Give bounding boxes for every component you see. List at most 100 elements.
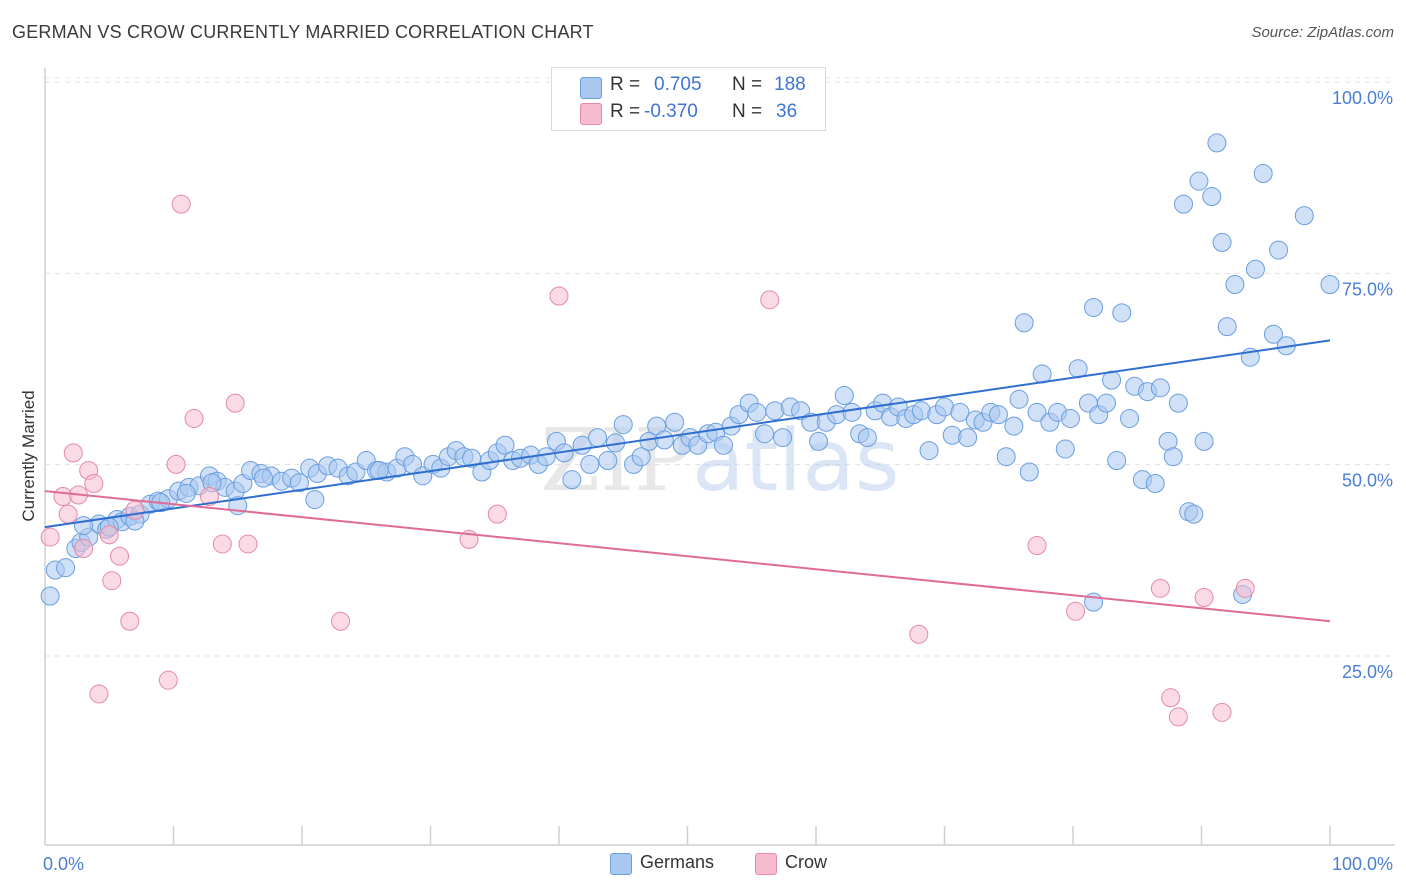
germans-point bbox=[958, 428, 978, 448]
crow-point bbox=[331, 611, 351, 631]
y-tick-label: 100.0% bbox=[1332, 88, 1393, 108]
crow-point bbox=[1235, 578, 1255, 598]
germans-point bbox=[1096, 393, 1116, 413]
germans-point bbox=[536, 447, 556, 467]
germans-point bbox=[1112, 303, 1132, 323]
crow-point bbox=[225, 393, 245, 413]
x-tick-label-max: 100.0% bbox=[1332, 854, 1393, 874]
crow-point bbox=[1194, 588, 1214, 608]
germans-point bbox=[631, 447, 651, 467]
legend-swatch-germans bbox=[580, 77, 602, 99]
germans-point bbox=[1294, 206, 1314, 226]
germans-point bbox=[598, 451, 618, 471]
legend-n-value-crow: 36 bbox=[776, 101, 798, 122]
crow-point bbox=[74, 539, 94, 559]
crow-point bbox=[63, 443, 83, 463]
legend-r-value-germans: 0.705 bbox=[654, 74, 702, 95]
crow-point bbox=[1027, 535, 1047, 555]
germans-point bbox=[1207, 133, 1227, 153]
crow-point bbox=[199, 487, 219, 507]
crow-point bbox=[102, 571, 122, 591]
germans-point bbox=[613, 415, 633, 435]
bottom-legend-swatch-crow bbox=[755, 853, 777, 875]
legend-n-value-germans: 188 bbox=[774, 74, 806, 95]
germans-point bbox=[1174, 194, 1194, 214]
germans-point bbox=[562, 470, 582, 490]
crow-point bbox=[1066, 601, 1086, 621]
germans-point bbox=[1163, 447, 1183, 467]
germans-point bbox=[1068, 359, 1088, 379]
crow-point bbox=[166, 454, 186, 474]
crow-point bbox=[212, 534, 232, 554]
germans-point bbox=[665, 412, 685, 432]
crow-point bbox=[171, 194, 191, 214]
germans-point bbox=[1084, 297, 1104, 317]
germans-point bbox=[1320, 275, 1340, 295]
germans-point bbox=[305, 490, 325, 510]
germans-point bbox=[1194, 431, 1214, 451]
germans-point bbox=[1263, 324, 1283, 344]
legend-r-label-germans: R = bbox=[610, 74, 641, 95]
germans-point bbox=[1055, 439, 1075, 459]
crow-point bbox=[120, 611, 140, 631]
crow-point bbox=[760, 290, 780, 310]
bottom-legend-crow: Crow bbox=[785, 852, 828, 872]
crow-point bbox=[1168, 707, 1188, 727]
crow-point bbox=[1212, 702, 1232, 722]
germans-point bbox=[1027, 402, 1047, 422]
germans-point bbox=[253, 468, 273, 488]
germans-point bbox=[1225, 275, 1245, 295]
y-tick-label: 75.0% bbox=[1342, 279, 1393, 299]
germans-point bbox=[1107, 451, 1127, 471]
crow-point bbox=[158, 670, 178, 690]
germans-point bbox=[495, 435, 515, 455]
germans-point bbox=[56, 558, 76, 578]
germans-point bbox=[713, 435, 733, 455]
crow-point bbox=[487, 504, 507, 524]
germans-point bbox=[1145, 473, 1165, 493]
crow-point bbox=[89, 684, 109, 704]
germans-point bbox=[988, 405, 1008, 425]
legend-swatch-crow bbox=[580, 103, 602, 125]
germans-point bbox=[580, 454, 600, 474]
germans-point bbox=[1120, 408, 1140, 428]
y-axis-title: Currently Married bbox=[19, 390, 38, 521]
germans-point bbox=[40, 586, 60, 606]
germans-point bbox=[588, 428, 608, 448]
germans-trend-line bbox=[44, 339, 1331, 529]
crow-point bbox=[110, 546, 130, 566]
germans-point bbox=[1150, 378, 1170, 398]
legend-r-value-crow: -0.370 bbox=[644, 101, 698, 122]
germans-point bbox=[1019, 462, 1039, 482]
bottom-legend-swatch-germans bbox=[610, 853, 632, 875]
germans-point bbox=[1014, 313, 1034, 333]
germans-point bbox=[834, 385, 854, 405]
legend-box: R = 0.705 N = 188 R = -0.370 N = 36 bbox=[551, 67, 826, 131]
germans-point bbox=[1189, 171, 1209, 191]
crow-point bbox=[99, 525, 119, 545]
germans-point bbox=[1184, 504, 1204, 524]
germans-point bbox=[1060, 408, 1080, 428]
legend-n-label-germans: N = bbox=[732, 74, 763, 95]
crow-point bbox=[909, 624, 929, 644]
germans-point bbox=[654, 430, 674, 450]
crow-point bbox=[58, 504, 78, 524]
crow-point bbox=[1161, 688, 1181, 708]
y-tick-label: 25.0% bbox=[1342, 662, 1393, 682]
germans-point bbox=[919, 441, 939, 461]
germans-point bbox=[176, 483, 196, 503]
crow-point bbox=[549, 286, 569, 306]
germans-point bbox=[1217, 317, 1237, 337]
crow-point bbox=[125, 500, 145, 520]
germans-point bbox=[1269, 240, 1289, 260]
crow-trend-line bbox=[44, 490, 1331, 623]
germans-point bbox=[1168, 393, 1188, 413]
germans-point bbox=[1245, 259, 1265, 279]
germans-point bbox=[809, 431, 829, 451]
chart-title: GERMAN VS CROW CURRENTLY MARRIED CORRELA… bbox=[12, 22, 594, 42]
x-tick-label-min: 0.0% bbox=[43, 854, 84, 874]
germans-point bbox=[289, 473, 309, 493]
germans-point bbox=[755, 424, 775, 444]
germans-point bbox=[996, 447, 1016, 467]
